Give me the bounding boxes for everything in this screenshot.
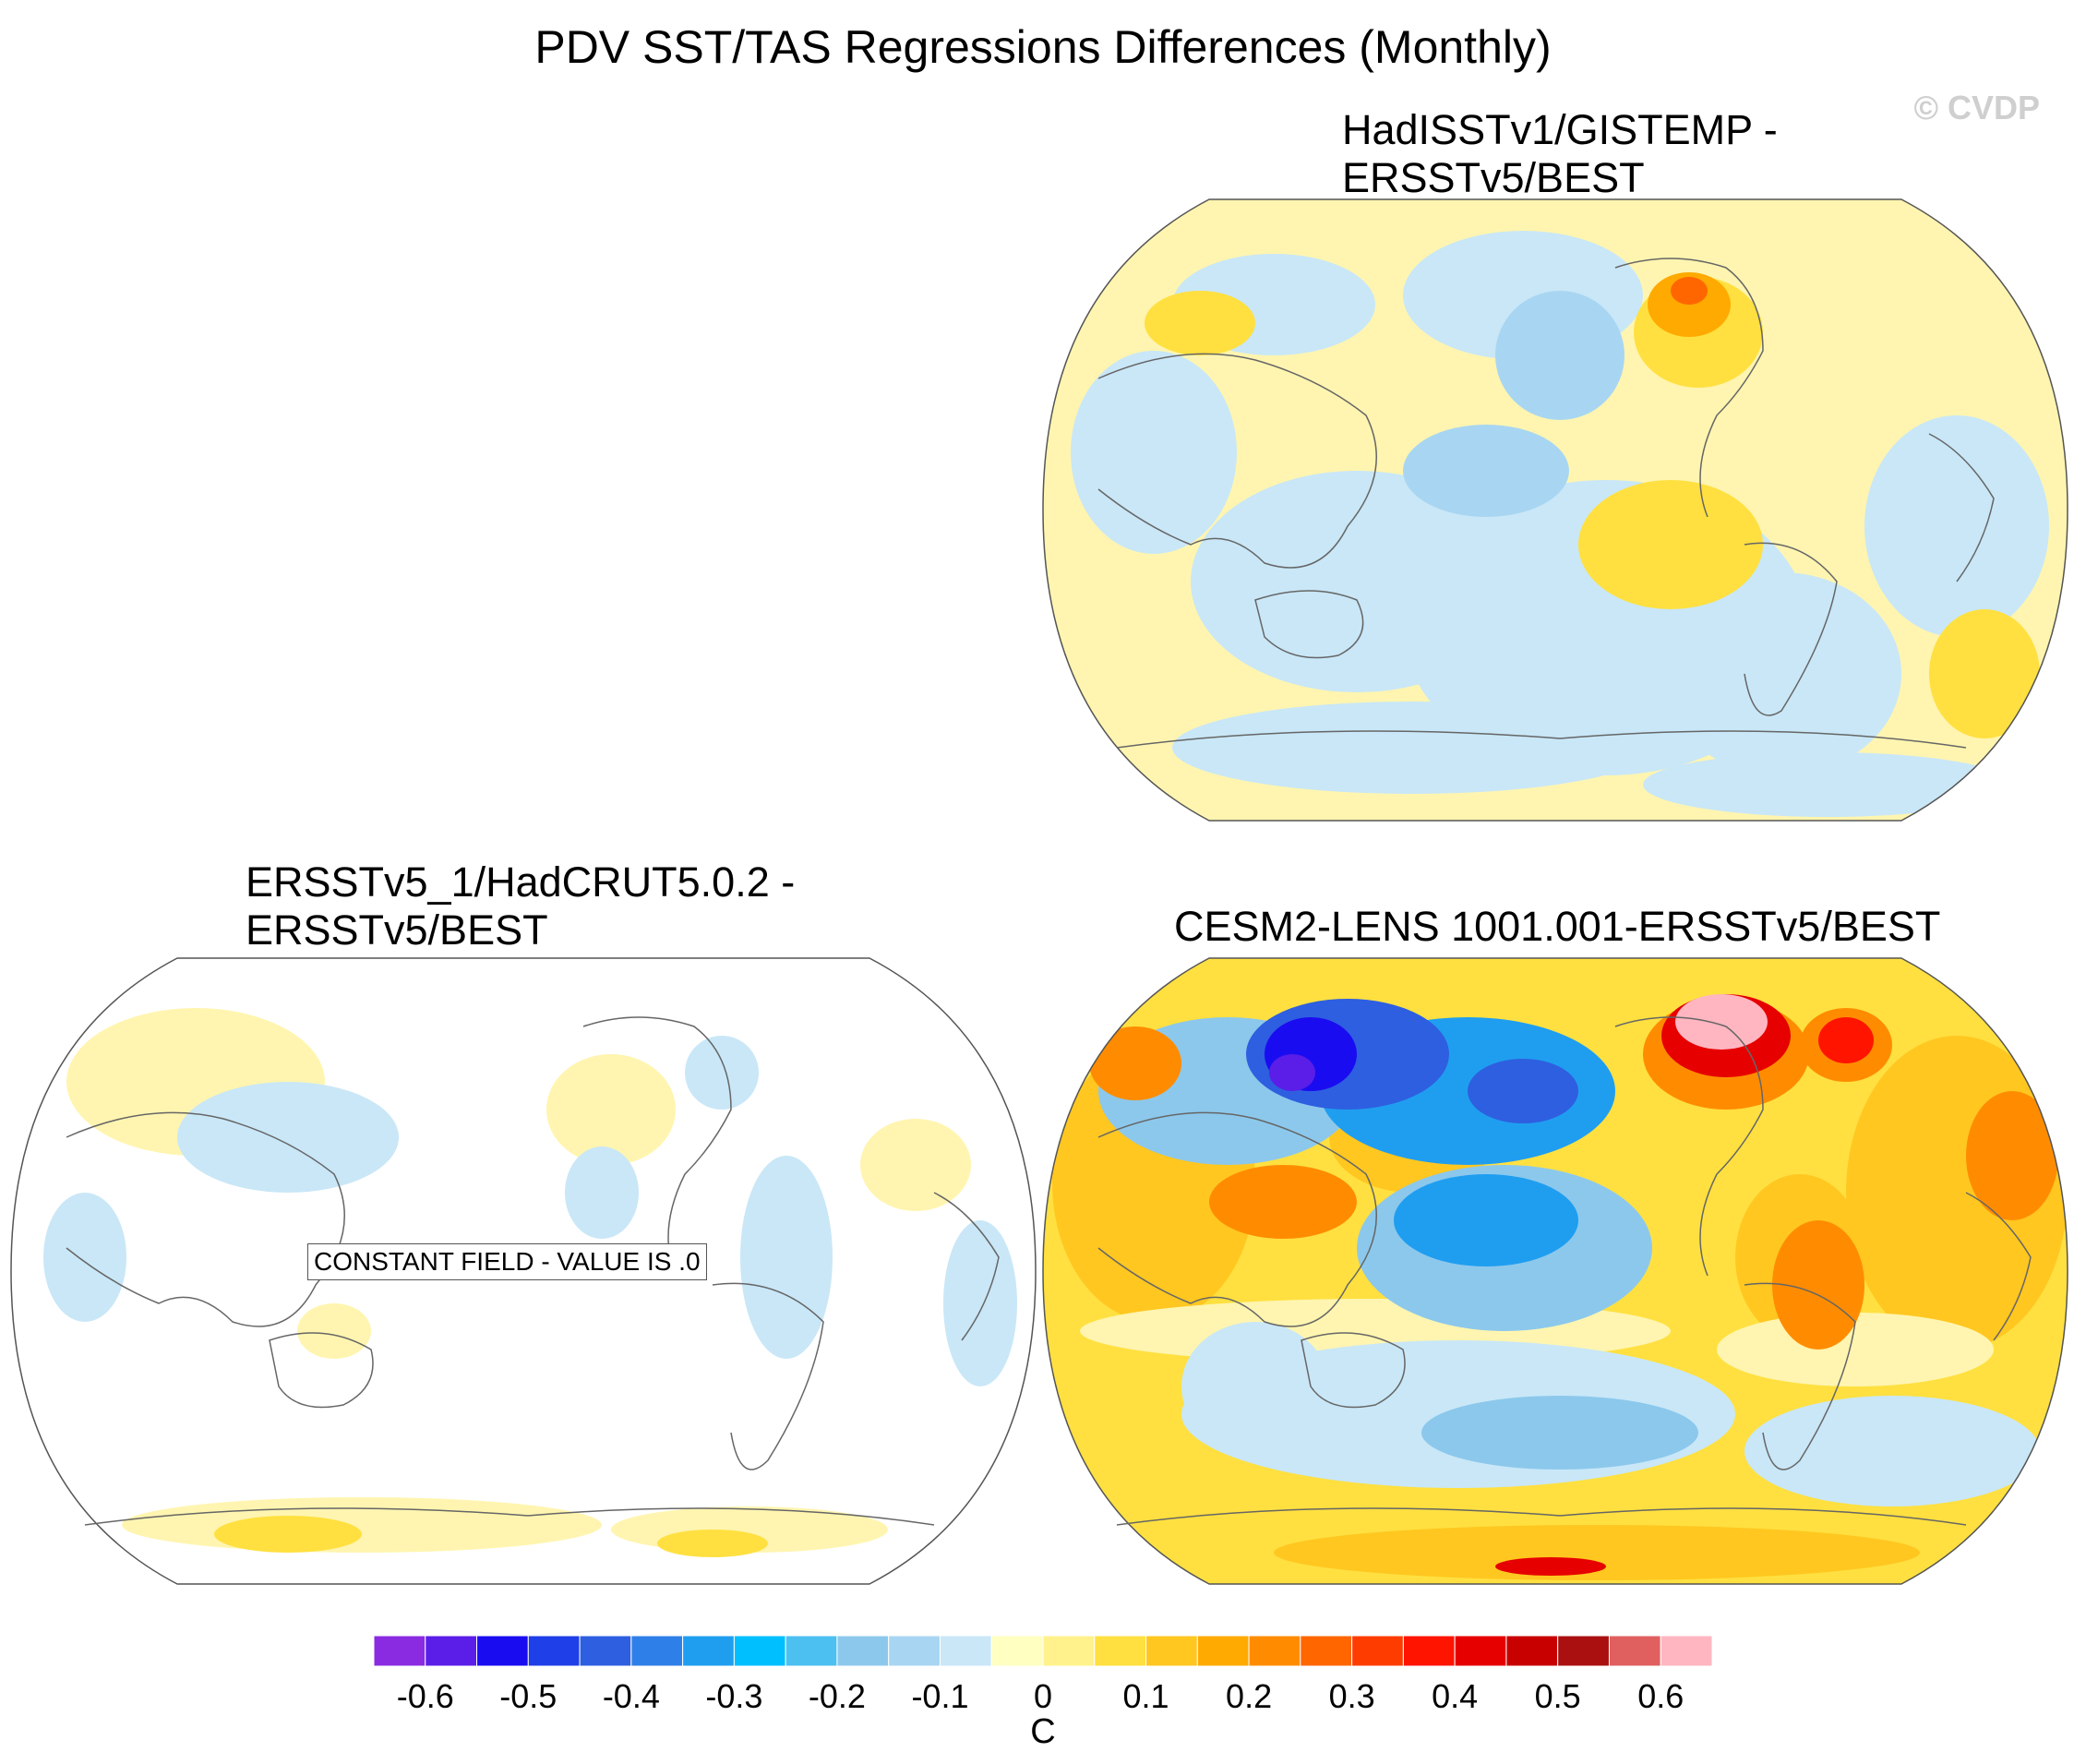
- colorbar-swatch: [476, 1635, 529, 1667]
- cvdp-watermark: © CVDP: [1913, 89, 2040, 126]
- constant-field-label: CONSTANT FIELD - VALUE IS .0: [307, 1243, 707, 1280]
- colorbar-swatch: [1196, 1635, 1250, 1667]
- colorbar-swatch: [888, 1635, 941, 1667]
- colorbar-tick-label: 0.3: [1329, 1677, 1375, 1715]
- colorbar-tick-label: 0.5: [1535, 1677, 1581, 1715]
- colorbar-swatch: [785, 1635, 838, 1667]
- colorbar-swatch: [1351, 1635, 1404, 1667]
- colorbar-swatch: [939, 1635, 992, 1667]
- colorbar-tick-label: 0.6: [1637, 1677, 1684, 1715]
- colorbar-tick-label: -0.2: [809, 1677, 866, 1715]
- colorbar-tick-label: -0.3: [705, 1677, 762, 1715]
- colorbar-swatch: [1094, 1635, 1147, 1667]
- colorbar-tick-label: 0.2: [1226, 1677, 1272, 1715]
- colorbar-swatch: [579, 1635, 632, 1667]
- panel-title-top-right: HadISSTv1/GISTEMP - ERSSTv5/BEST: [1342, 106, 1778, 201]
- panel-title-bottom-left: ERSSTv5_1/HadCRUT5.0.2 - ERSSTv5/BEST: [246, 858, 796, 954]
- colorbar-swatch: [1402, 1635, 1456, 1667]
- map-ersst-hadcrut: [10, 957, 1037, 1585]
- colorbar-swatch: [1505, 1635, 1559, 1667]
- colorbar-swatch: [1300, 1635, 1353, 1667]
- colorbar-swatch: [1042, 1635, 1096, 1667]
- panel-title-bottom-right: CESM2-LENS 1001.001-ERSSTv5/BEST: [1174, 903, 1941, 950]
- colorbar-swatch: [1248, 1635, 1301, 1667]
- colorbar-swatch: [425, 1635, 478, 1667]
- colorbar-tick-label: 0.1: [1123, 1677, 1169, 1715]
- colorbar-swatch: [1454, 1635, 1507, 1667]
- figure-title: PDV SST/TAS Regressions Differences (Mon…: [534, 21, 1552, 73]
- map-cesm2-lens: [1042, 957, 2068, 1585]
- colorbar-tick-label: -0.1: [911, 1677, 968, 1715]
- colorbar-swatch: [527, 1635, 581, 1667]
- colorbar-swatch: [836, 1635, 890, 1667]
- colorbar-swatch: [373, 1635, 426, 1667]
- colorbar-tick-label: -0.6: [397, 1677, 454, 1715]
- map-hadisst-gistemp: [1042, 198, 2068, 822]
- colorbar-tick-label: 0.4: [1432, 1677, 1478, 1715]
- colorbar-tick-label: 0: [1034, 1677, 1052, 1715]
- colorbar-unit-label: C: [1030, 1712, 1056, 1751]
- colorbar-swatch: [682, 1635, 735, 1667]
- colorbar-tick-label: -0.4: [603, 1677, 660, 1715]
- colorbar-swatch: [1660, 1635, 1713, 1667]
- colorbar-swatch: [1145, 1635, 1198, 1667]
- colorbar-swatch: [733, 1635, 786, 1667]
- colorbar-swatch: [1557, 1635, 1610, 1667]
- colorbar-swatch: [990, 1635, 1044, 1667]
- colorbar-swatch: [1608, 1635, 1661, 1667]
- colorbar-tick-label: -0.5: [499, 1677, 557, 1715]
- colorbar-swatch: [630, 1635, 684, 1667]
